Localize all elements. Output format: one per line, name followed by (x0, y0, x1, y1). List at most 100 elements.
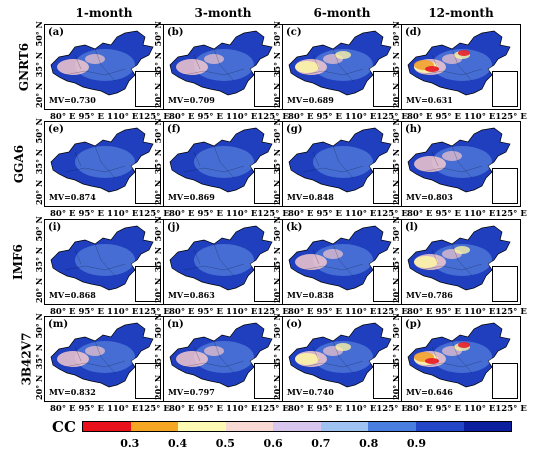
mean-value: MV=0.646 (406, 387, 453, 397)
column-title-3-month: 3-month (194, 6, 252, 20)
map-panel-gga6-12-month: (h) MV=0.803 (401, 121, 521, 207)
south-china-sea-inset (492, 168, 518, 204)
south-china-sea-inset (373, 71, 399, 107)
panel-label: (o) (286, 319, 303, 330)
map-panel-gnrt6-12-month: (d) MV=0.631 (401, 24, 521, 110)
longitude-tick-labels: 80° E 95° E 110° E125° E (288, 404, 408, 414)
longitude-tick-labels: 80° E 95° E 110° E125° E (407, 404, 527, 414)
south-china-sea-inset (492, 71, 518, 107)
latitude-tick-labels: 20° N 35° N 50° N (272, 118, 282, 205)
longitude-tick-labels: 80° E 95° E 110° E125° E (288, 209, 408, 219)
south-china-sea-inset (373, 168, 399, 204)
south-china-sea-inset (492, 363, 518, 399)
panel-label: (g) (286, 124, 303, 135)
latitude-tick: 50° N (272, 21, 282, 47)
mean-value: MV=0.689 (287, 95, 334, 105)
colorbar-segment (273, 422, 321, 431)
map-panel-gga6-1-month: (e) MV=0.874 (44, 121, 164, 207)
latitude-tick: 50° N (391, 21, 401, 47)
column-title-12-month: 12-month (428, 6, 494, 20)
mean-value: MV=0.832 (49, 387, 96, 397)
latitude-tick: 35° N (272, 343, 282, 370)
latitude-tick: 50° N (153, 216, 163, 242)
column-title-6-month: 6-month (313, 6, 371, 20)
latitude-tick-labels: 20° N 35° N 50° N (272, 313, 282, 400)
colorbar-tick: 0.4 (167, 437, 188, 450)
latitude-tick: 20° N (391, 179, 401, 205)
longitude-tick-labels: 80° E 95° E 110° E125° E (169, 209, 289, 219)
map-panel-3b42v7-1-month: (m) MV=0.832 (44, 316, 164, 402)
south-china-sea-inset (373, 266, 399, 302)
mean-value: MV=0.803 (406, 192, 453, 202)
latitude-tick: 50° N (272, 216, 282, 242)
latitude-tick: 50° N (34, 216, 44, 242)
latitude-tick: 35° N (153, 343, 163, 370)
latitude-tick: 50° N (391, 313, 401, 339)
latitude-tick: 35° N (34, 343, 44, 370)
mean-value: MV=0.868 (49, 290, 96, 300)
mean-value: MV=0.709 (168, 95, 215, 105)
china-map (407, 127, 511, 193)
latitude-tick: 50° N (34, 21, 44, 47)
latitude-tick: 35° N (153, 51, 163, 78)
china-map (288, 322, 392, 388)
latitude-tick-labels: 20° N 35° N 50° N (272, 216, 282, 303)
latitude-tick: 20° N (272, 82, 282, 108)
china-map (288, 127, 392, 193)
mean-value: MV=0.848 (287, 192, 334, 202)
latitude-tick: 50° N (272, 118, 282, 144)
latitude-tick: 20° N (34, 374, 44, 400)
latitude-tick: 50° N (153, 21, 163, 47)
colorbar-segment (320, 422, 369, 431)
colorbar-label: CC (52, 418, 76, 436)
latitude-tick: 20° N (153, 179, 163, 205)
china-map (169, 225, 273, 291)
south-china-sea-inset (135, 71, 161, 107)
colorbar-segment (178, 422, 226, 431)
latitude-tick: 35° N (391, 51, 401, 78)
longitude-tick-labels: 80° E 95° E 110° E125° E (50, 209, 170, 219)
longitude-tick-labels: 80° E 95° E 110° E125° E (50, 307, 170, 317)
latitude-tick: 35° N (272, 51, 282, 78)
mean-value: MV=0.730 (49, 95, 96, 105)
colorbar-segment (368, 422, 416, 431)
mean-value: MV=0.631 (406, 95, 453, 105)
panel-label: (k) (286, 222, 303, 233)
colorbar-segment (463, 422, 512, 431)
colorbar (82, 421, 512, 432)
latitude-tick: 20° N (153, 277, 163, 303)
south-china-sea-inset (135, 363, 161, 399)
south-china-sea-inset (373, 363, 399, 399)
map-panel-gga6-6-month: (g) MV=0.848 (282, 121, 402, 207)
longitude-tick-labels: 80° E 95° E 110° E125° E (169, 307, 289, 317)
latitude-tick-labels: 20° N 35° N 50° N (34, 313, 44, 400)
panel-label: (l) (405, 222, 419, 233)
colorbar-segment (83, 422, 131, 431)
latitude-tick: 20° N (34, 82, 44, 108)
mean-value: MV=0.786 (406, 290, 453, 300)
mean-value: MV=0.869 (168, 192, 215, 202)
map-panel-3b42v7-3-month: (n) MV=0.797 (163, 316, 283, 402)
latitude-tick: 35° N (153, 148, 163, 175)
colorbar-tick: 0.9 (406, 437, 427, 450)
latitude-tick: 35° N (153, 246, 163, 273)
latitude-tick: 50° N (34, 313, 44, 339)
map-panel-gnrt6-3-month: (b) MV=0.709 (163, 24, 283, 110)
latitude-tick-labels: 20° N 35° N 50° N (34, 118, 44, 205)
latitude-tick: 20° N (391, 277, 401, 303)
panel-label: (j) (167, 222, 181, 233)
china-map (50, 30, 154, 96)
china-map (288, 30, 392, 96)
colorbar-tick: 0.7 (311, 437, 331, 450)
south-china-sea-inset (254, 71, 280, 107)
latitude-tick: 20° N (153, 82, 163, 108)
panel-label: (f) (167, 124, 181, 135)
map-panel-gnrt6-1-month: (a) MV=0.730 (44, 24, 164, 110)
south-china-sea-inset (254, 266, 280, 302)
latitude-tick: 20° N (272, 179, 282, 205)
panel-label: (p) (405, 319, 422, 330)
latitude-tick: 35° N (272, 148, 282, 175)
panel-label: (i) (48, 222, 62, 233)
colorbar-segment (415, 422, 464, 431)
latitude-tick: 20° N (391, 374, 401, 400)
